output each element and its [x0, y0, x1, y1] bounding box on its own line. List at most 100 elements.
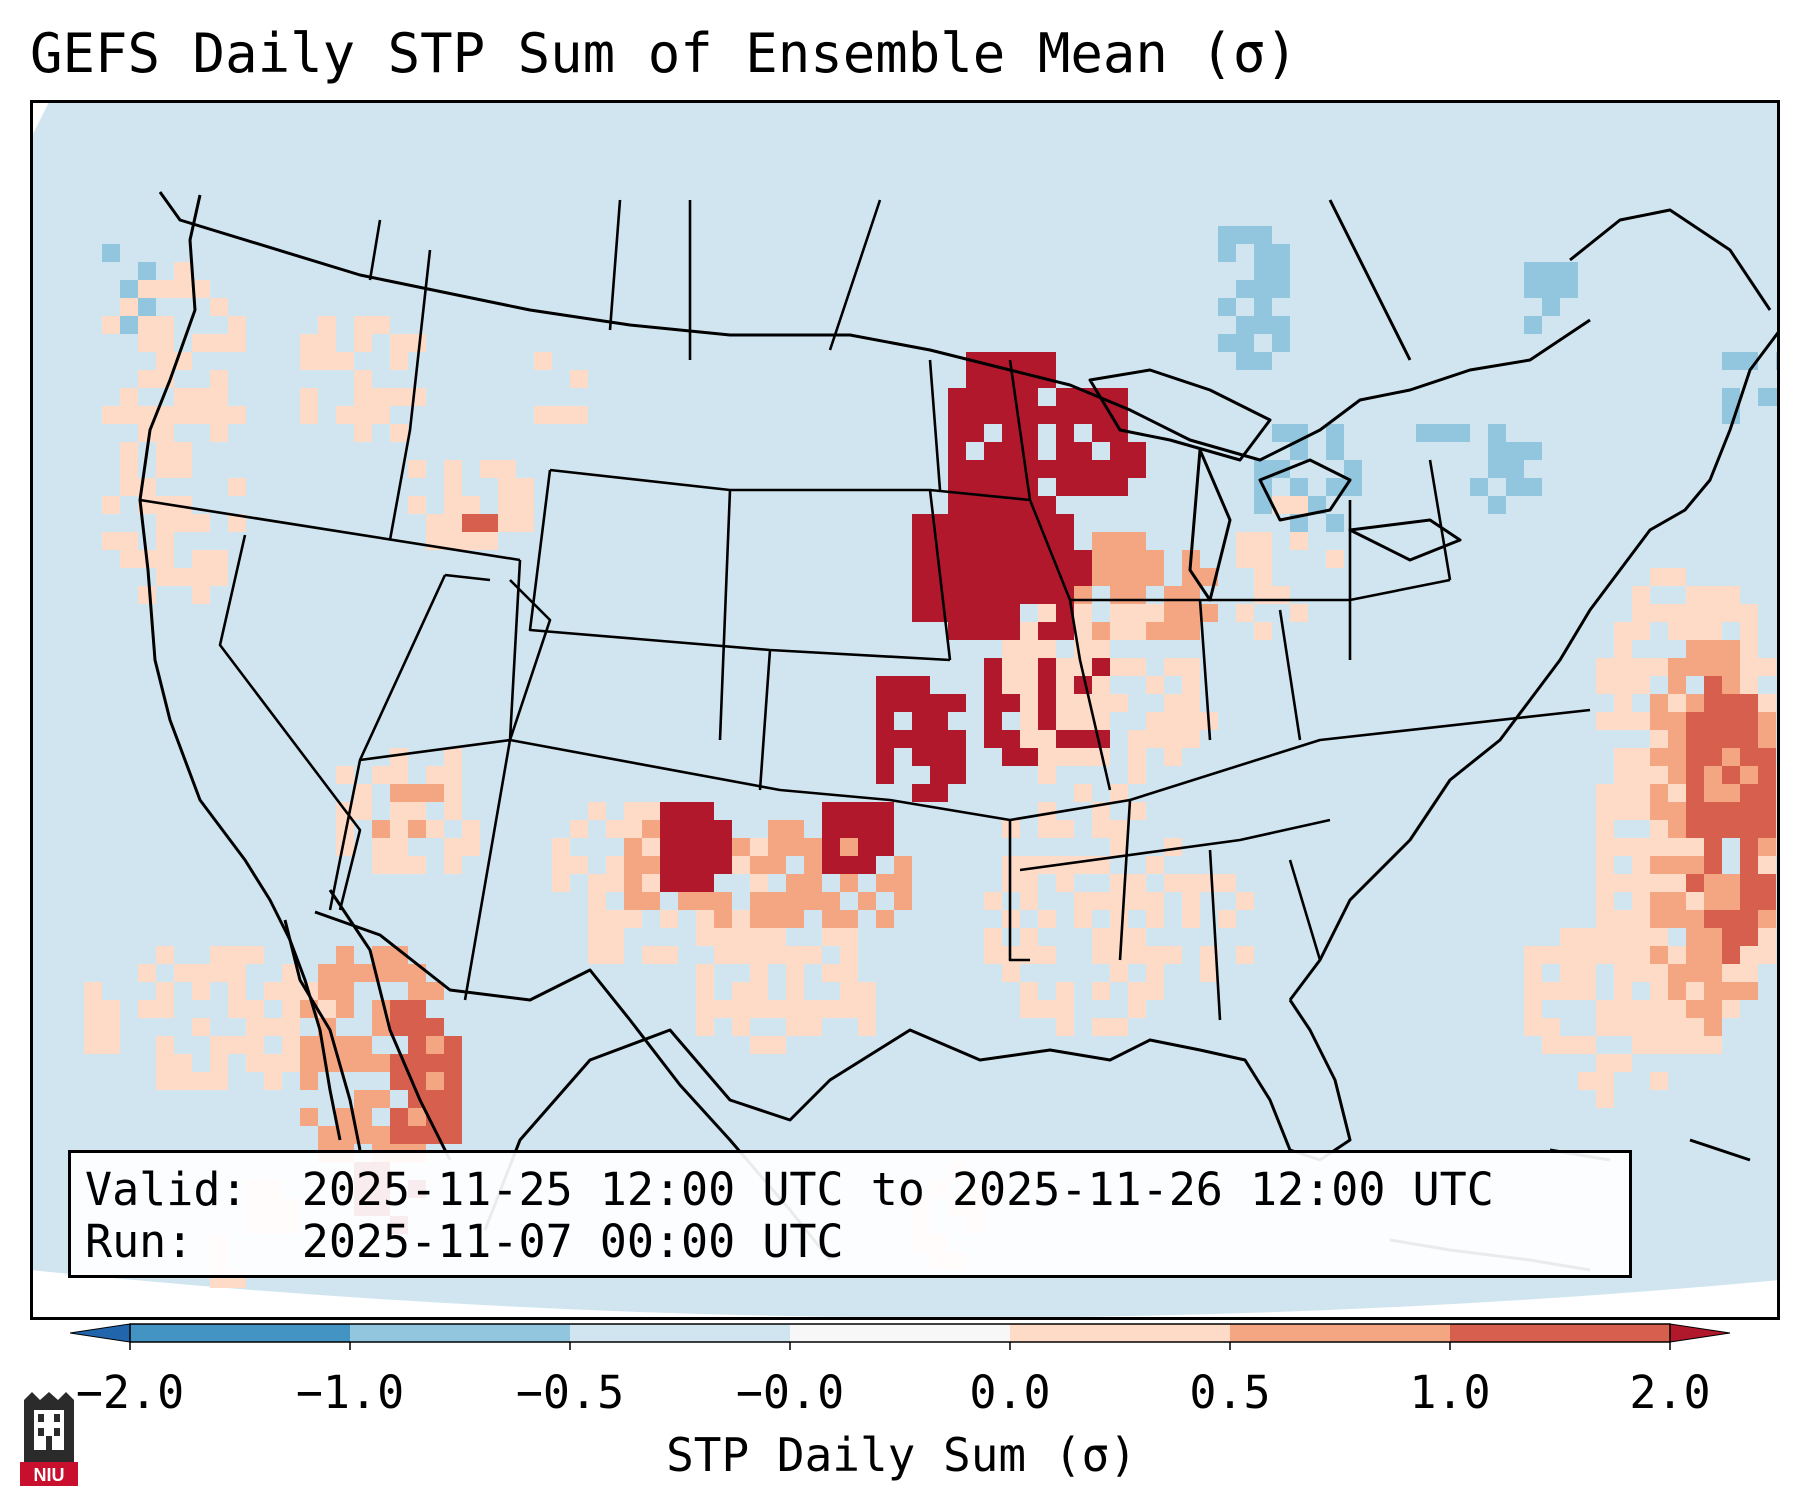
stp-cell: [354, 964, 372, 982]
stp-cell: [732, 838, 750, 856]
stp-cell: [570, 370, 588, 388]
stp-cell: [1164, 748, 1182, 766]
colorbar-label: STP Daily Sum (σ): [666, 1428, 1137, 1482]
stp-cell: [1668, 622, 1686, 640]
stp-cell: [1614, 1000, 1632, 1018]
stp-cell: [1686, 802, 1704, 820]
stp-cell: [372, 1018, 390, 1036]
stp-cell: [1218, 298, 1236, 316]
stp-cell: [1434, 424, 1452, 442]
stp-cell: [1686, 766, 1704, 784]
stp-cell: [678, 856, 696, 874]
stp-cell: [1074, 442, 1092, 460]
stp-cell: [102, 532, 120, 550]
stp-cell: [534, 352, 552, 370]
stp-cell: [1056, 712, 1074, 730]
stp-cell: [804, 1018, 822, 1036]
stp-cell: [1632, 766, 1650, 784]
colorbar-tick-label: 0.0: [969, 1366, 1051, 1419]
stp-cell: [1074, 568, 1092, 586]
stp-cell: [1632, 784, 1650, 802]
stp-cell: [966, 604, 984, 622]
stp-cell: [174, 388, 192, 406]
stp-cell: [192, 550, 210, 568]
stp-cell: [588, 928, 606, 946]
stp-cell: [120, 298, 138, 316]
stp-cell: [1056, 658, 1074, 676]
stp-cell: [1614, 802, 1632, 820]
stp-cell: [1740, 874, 1758, 892]
stp-cell: [858, 1000, 876, 1018]
stp-cell: [1038, 460, 1056, 478]
stp-cell: [1056, 550, 1074, 568]
stp-cell: [1092, 712, 1110, 730]
stp-cell: [1686, 586, 1704, 604]
stp-cell: [570, 820, 588, 838]
stp-cell: [336, 406, 354, 424]
stp-cell: [624, 856, 642, 874]
stp-cell: [552, 856, 570, 874]
stp-cell: [678, 802, 696, 820]
stp-cell: [1632, 1036, 1650, 1054]
stp-cell: [426, 1054, 444, 1072]
stp-cell: [408, 1000, 426, 1018]
stp-cell: [156, 1000, 174, 1018]
stp-cell: [1056, 748, 1074, 766]
stp-cell: [1002, 442, 1020, 460]
stp-cell: [1668, 838, 1686, 856]
stp-cell: [174, 406, 192, 424]
stp-cell: [300, 1108, 318, 1126]
stp-cell: [1542, 982, 1560, 1000]
stp-cell: [1740, 964, 1758, 982]
stp-cell: [1614, 1018, 1632, 1036]
stp-cell: [318, 1126, 336, 1144]
stp-cell: [390, 1126, 408, 1144]
stp-cell: [1632, 748, 1650, 766]
stp-cell: [1038, 676, 1056, 694]
stp-cell: [660, 802, 678, 820]
stp-cell: [1560, 928, 1578, 946]
stp-cell: [1038, 856, 1056, 874]
stp-cell: [1668, 712, 1686, 730]
stp-cell: [1092, 928, 1110, 946]
stp-cell: [894, 874, 912, 892]
stp-cell: [1092, 676, 1110, 694]
stp-cell: [1758, 856, 1776, 874]
stp-cell: [1038, 1000, 1056, 1018]
stp-cell: [984, 550, 1002, 568]
stp-cell: [444, 838, 462, 856]
stp-cell: [1074, 748, 1092, 766]
stp-cell: [984, 604, 1002, 622]
stp-cell: [156, 550, 174, 568]
stp-cell: [1614, 946, 1632, 964]
stp-cell: [1614, 1054, 1632, 1072]
stp-cell: [696, 964, 714, 982]
stp-cell: [912, 514, 930, 532]
stp-cell: [1488, 496, 1506, 514]
stp-cell: [912, 550, 930, 568]
stp-cell: [984, 388, 1002, 406]
stp-cell: [1002, 532, 1020, 550]
stp-cell: [120, 460, 138, 478]
stp-cell: [1254, 550, 1272, 568]
stp-cell: [624, 910, 642, 928]
stp-cell: [372, 316, 390, 334]
stp-cell: [948, 388, 966, 406]
stp-cell: [210, 298, 228, 316]
boundaries: [138, 191, 1780, 1272]
colorbar-frame: [129, 1323, 1671, 1343]
stp-cell: [1038, 802, 1056, 820]
stp-cell: [1560, 262, 1578, 280]
stp-cell: [1578, 982, 1596, 1000]
stp-cell: [372, 766, 390, 784]
stp-cell: [804, 946, 822, 964]
stp-cell: [1524, 1000, 1542, 1018]
stp-cell: [1326, 550, 1344, 568]
colorbar-extend-high: [1669, 1323, 1731, 1343]
stp-cell: [1218, 874, 1236, 892]
stp-cell: [966, 370, 984, 388]
stp-cell: [822, 910, 840, 928]
stp-cell: [1632, 838, 1650, 856]
stp-cell: [1254, 316, 1272, 334]
stp-cell: [1020, 460, 1038, 478]
